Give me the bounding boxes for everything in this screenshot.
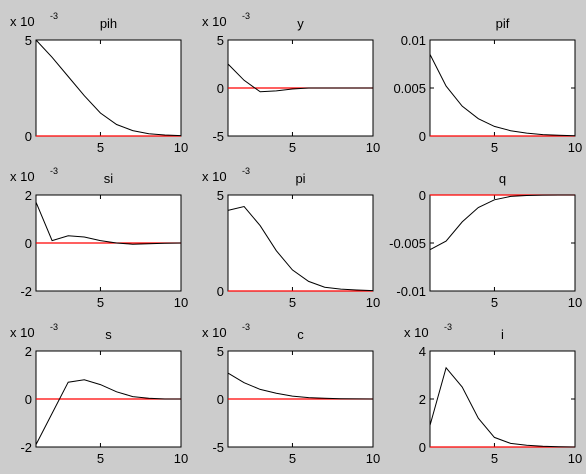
y-tick-label: 5 (217, 33, 224, 48)
response-line-i (429, 366, 576, 448)
axes-box (35, 39, 182, 137)
x-tick-label: 10 (174, 140, 188, 155)
response-line-y (227, 63, 373, 93)
axis-multiplier: x 10 (404, 325, 429, 340)
response-line-si (35, 202, 182, 245)
response-line-pi (227, 205, 374, 292)
subplot-si: -2 0 2 5 10 x 10 -3 si (10, 166, 188, 310)
axis-multiplier-exponent: -3 (50, 322, 58, 332)
y-tick-label: -5 (212, 129, 224, 144)
y-tick-label: -2 (20, 440, 32, 455)
subplot-y: -5 0 5 5 10 x 10 -3 y (202, 11, 380, 155)
y-tick-label: 0 (25, 129, 32, 144)
subplot-pi: 0 5 5 10 x 10 -3 pi (202, 166, 380, 310)
response-line-pih (35, 39, 182, 137)
y-tick-label: 5 (217, 344, 224, 359)
subplot-title: pi (295, 171, 305, 186)
subplot-q: -0.01 -0.005 0 5 10 q (389, 171, 582, 310)
subplot-title: si (104, 171, 114, 186)
y-tick-label: -0.01 (396, 284, 426, 299)
response-line-pif (429, 54, 576, 137)
x-tick-label: 5 (97, 295, 104, 310)
axis-multiplier-exponent: -3 (50, 166, 58, 176)
subplot-title: y (297, 16, 304, 31)
subplot-i: 0 2 4 5 10 x 10 -3 i (404, 322, 582, 466)
subplot-title: pif (496, 16, 510, 31)
axes-box (429, 39, 576, 137)
subplot-title: pih (100, 16, 117, 31)
y-tick-label: -0.005 (389, 236, 426, 251)
axis-multiplier: x 10 (10, 325, 35, 340)
x-tick-label: 10 (568, 140, 582, 155)
subplot-title: i (501, 327, 504, 342)
x-tick-label: 10 (568, 451, 582, 466)
x-tick-label: 5 (97, 451, 104, 466)
axis-multiplier: x 10 (202, 14, 227, 29)
x-tick-label: 5 (289, 451, 296, 466)
y-tick-label: 2 (419, 392, 426, 407)
axis-multiplier: x 10 (202, 169, 227, 184)
axis-multiplier: x 10 (202, 325, 227, 340)
axes-box (429, 194, 576, 292)
axis-multiplier-exponent: -3 (444, 322, 452, 332)
x-tick-label: 10 (366, 295, 380, 310)
subplot-title: q (499, 171, 506, 186)
x-tick-label: 10 (568, 295, 582, 310)
x-tick-label: 10 (174, 451, 188, 466)
y-tick-label: 0 (419, 440, 426, 455)
subplot-pif: 0 0.005 0.01 5 10 pif (393, 16, 582, 155)
subplot-title: c (297, 327, 304, 342)
y-tick-label: -2 (20, 284, 32, 299)
axis-multiplier-exponent: -3 (242, 166, 250, 176)
y-tick-label: 0.005 (393, 81, 426, 96)
y-tick-label: 0 (419, 188, 426, 203)
y-tick-label: 0 (217, 81, 224, 96)
y-tick-label: 5 (25, 33, 32, 48)
axis-multiplier-exponent: -3 (50, 11, 58, 21)
x-tick-label: 5 (289, 140, 296, 155)
response-line-s (35, 379, 181, 445)
subplot-title: s (105, 327, 112, 342)
x-tick-label: 5 (97, 140, 104, 155)
x-tick-label: 10 (366, 140, 380, 155)
subplot-pih: 0 5 5 10 x 10 -3 pih (10, 11, 188, 155)
x-tick-label: 5 (491, 451, 498, 466)
subplot-c: -5 0 5 5 10 x 10 -3 c (202, 322, 380, 466)
axis-multiplier-exponent: -3 (242, 322, 250, 332)
axis-multiplier: x 10 (10, 169, 35, 184)
subplot-s: -2 0 2 5 10 x 10 -3 s (10, 322, 188, 466)
axis-multiplier: x 10 (10, 14, 35, 29)
y-tick-label: 0 (419, 129, 426, 144)
y-tick-label: -5 (212, 440, 224, 455)
response-line-q (429, 194, 575, 251)
x-tick-label: 10 (174, 295, 188, 310)
y-tick-label: 2 (25, 344, 32, 359)
y-tick-label: 0.01 (401, 33, 426, 48)
axis-multiplier-exponent: -3 (242, 11, 250, 21)
x-tick-label: 5 (289, 295, 296, 310)
x-tick-label: 5 (491, 140, 498, 155)
x-tick-label: 10 (366, 451, 380, 466)
y-tick-label: 0 (25, 392, 32, 407)
response-line-c (227, 372, 374, 400)
y-tick-label: 0 (217, 284, 224, 299)
y-tick-label: 0 (217, 392, 224, 407)
axes-box (227, 194, 374, 292)
x-tick-label: 5 (491, 295, 498, 310)
y-tick-label: 2 (25, 188, 32, 203)
y-tick-label: 4 (419, 344, 426, 359)
y-tick-label: 0 (25, 236, 32, 251)
y-tick-label: 5 (217, 188, 224, 203)
axes-box (429, 350, 576, 448)
